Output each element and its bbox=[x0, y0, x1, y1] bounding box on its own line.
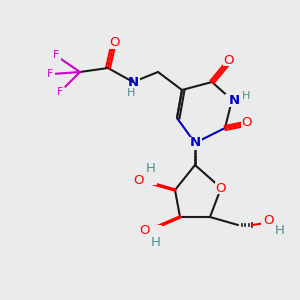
Text: O: O bbox=[134, 173, 144, 187]
Text: H: H bbox=[151, 236, 161, 250]
FancyBboxPatch shape bbox=[142, 225, 162, 239]
Text: H: H bbox=[146, 161, 156, 175]
Text: H: H bbox=[127, 88, 135, 98]
FancyBboxPatch shape bbox=[241, 116, 253, 128]
Text: N: N bbox=[128, 76, 139, 88]
Text: F: F bbox=[53, 50, 59, 60]
FancyBboxPatch shape bbox=[225, 94, 239, 106]
Text: O: O bbox=[109, 37, 119, 50]
Text: O: O bbox=[216, 182, 226, 194]
FancyBboxPatch shape bbox=[137, 171, 157, 185]
FancyBboxPatch shape bbox=[261, 216, 275, 230]
Text: F: F bbox=[47, 69, 53, 79]
FancyBboxPatch shape bbox=[45, 69, 55, 79]
FancyBboxPatch shape bbox=[108, 37, 120, 49]
Text: O: O bbox=[224, 53, 234, 67]
FancyBboxPatch shape bbox=[55, 87, 65, 97]
Text: H: H bbox=[275, 224, 285, 238]
Text: N: N bbox=[189, 136, 201, 149]
Text: F: F bbox=[57, 87, 63, 97]
Text: H: H bbox=[242, 91, 250, 101]
FancyBboxPatch shape bbox=[188, 136, 202, 149]
Text: O: O bbox=[263, 214, 273, 227]
FancyBboxPatch shape bbox=[126, 76, 140, 88]
Text: N: N bbox=[228, 94, 240, 106]
Text: O: O bbox=[242, 116, 252, 128]
FancyBboxPatch shape bbox=[51, 50, 61, 60]
FancyBboxPatch shape bbox=[223, 54, 235, 66]
Text: O: O bbox=[139, 224, 149, 238]
FancyBboxPatch shape bbox=[215, 182, 227, 194]
